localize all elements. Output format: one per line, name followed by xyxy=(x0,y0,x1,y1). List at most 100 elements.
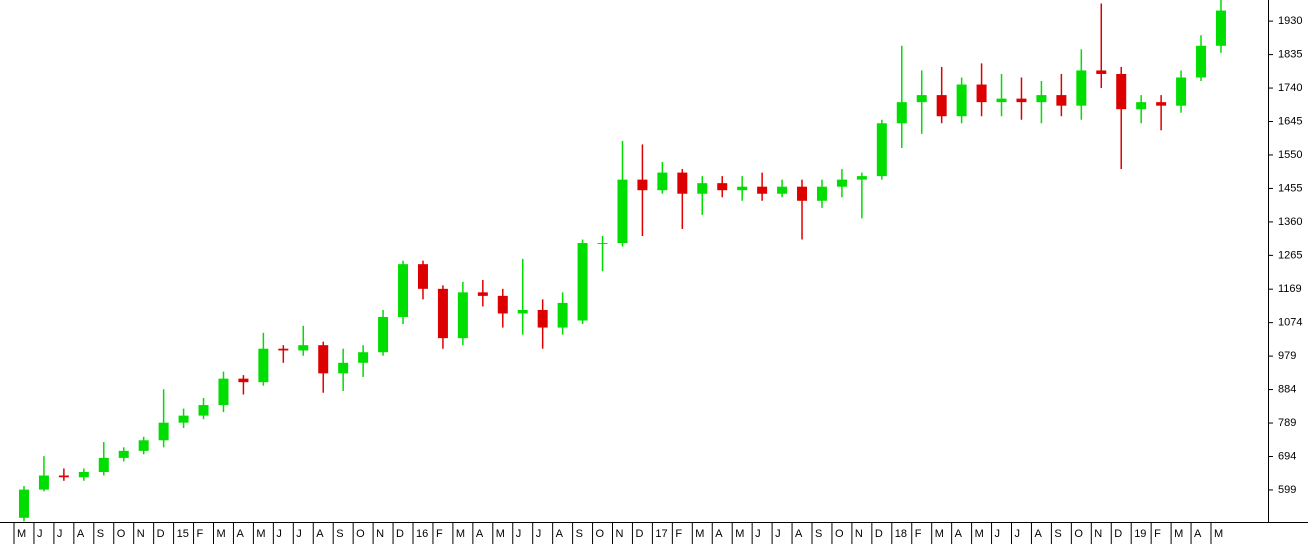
x-tick-label: O xyxy=(835,528,844,540)
candle-body xyxy=(38,475,49,490)
candle-body xyxy=(1016,98,1027,103)
x-tick-label: N xyxy=(855,528,863,540)
candle-body xyxy=(338,362,349,374)
y-tick-label: 1835 xyxy=(1278,49,1302,61)
y-tick-label: 694 xyxy=(1278,450,1296,462)
x-tick-label: J xyxy=(57,528,63,540)
y-tick-label: 789 xyxy=(1278,417,1296,429)
x-tick-label: A xyxy=(795,528,803,540)
x-tick-label: S xyxy=(336,528,343,540)
candle-body xyxy=(417,264,428,289)
x-tick-label: 18 xyxy=(895,528,907,540)
x-tick-label: A xyxy=(316,528,324,540)
x-tick-label: D xyxy=(396,528,404,540)
x-tick-label: F xyxy=(436,528,443,540)
candle-body xyxy=(1076,70,1087,106)
candle-body xyxy=(876,123,887,177)
x-tick-label: M xyxy=(695,528,704,540)
candle-body xyxy=(1176,77,1187,106)
x-tick-label: D xyxy=(1114,528,1122,540)
candle-body xyxy=(178,415,189,423)
x-tick-label: O xyxy=(117,528,126,540)
y-tick-label: 1930 xyxy=(1278,15,1302,27)
y-tick-label: 1550 xyxy=(1278,149,1302,161)
x-tick-label: M xyxy=(1214,528,1223,540)
candle-body xyxy=(457,292,468,339)
x-tick-label: F xyxy=(1154,528,1161,540)
candle-body xyxy=(737,186,748,191)
x-tick-label: J xyxy=(1015,528,1021,540)
candle-body xyxy=(657,172,668,191)
candle-body xyxy=(537,309,548,328)
candle-body xyxy=(1096,70,1107,74)
x-tick-label: 15 xyxy=(177,528,189,540)
x-tick-label: O xyxy=(596,528,605,540)
candle-body xyxy=(557,302,568,328)
candle-body xyxy=(677,172,688,194)
y-tick-label: 1265 xyxy=(1278,249,1302,261)
x-tick-label: J xyxy=(755,528,761,540)
candle-body xyxy=(378,317,389,353)
candle-body xyxy=(358,352,369,363)
x-tick-label: 19 xyxy=(1134,528,1146,540)
x-tick-label: O xyxy=(1074,528,1083,540)
candle-body xyxy=(198,405,209,416)
x-tick-label: M xyxy=(17,528,26,540)
candle-body xyxy=(238,378,249,383)
x-tick-label: A xyxy=(1194,528,1202,540)
x-tick-label: S xyxy=(815,528,822,540)
x-tick-label: 16 xyxy=(416,528,428,540)
candle-body xyxy=(218,378,229,406)
candle-body xyxy=(996,98,1007,103)
candle-body xyxy=(936,95,947,117)
candle-body xyxy=(617,179,628,244)
x-tick-label: A xyxy=(715,528,723,540)
x-tick-label: F xyxy=(197,528,204,540)
candle-body xyxy=(58,475,69,478)
x-tick-label: M xyxy=(1174,528,1183,540)
candle-body xyxy=(697,183,708,194)
candle-body xyxy=(1116,73,1127,110)
x-tick-label: M xyxy=(935,528,944,540)
x-tick-label: M xyxy=(256,528,265,540)
x-tick-label: D xyxy=(875,528,883,540)
candle-body xyxy=(258,348,269,383)
x-tick-label: A xyxy=(1034,528,1042,540)
x-tick-label: J xyxy=(516,528,522,540)
x-tick-label: F xyxy=(675,528,682,540)
x-tick-label: J xyxy=(536,528,542,540)
x-tick-label: M xyxy=(496,528,505,540)
candle-body xyxy=(398,264,409,318)
candle-body xyxy=(1196,45,1207,78)
x-tick-label: N xyxy=(616,528,624,540)
x-tick-label: J xyxy=(296,528,302,540)
y-tick-label: 1074 xyxy=(1278,317,1302,329)
candle-body xyxy=(98,457,109,472)
candle-body xyxy=(477,292,488,296)
x-tick-label: J xyxy=(995,528,1001,540)
candle-body xyxy=(836,179,847,187)
candle-body xyxy=(777,186,788,194)
candle-body xyxy=(497,295,508,314)
candle-body xyxy=(757,186,768,194)
candle-body xyxy=(896,102,907,124)
candle-body xyxy=(1136,102,1147,110)
x-tick-label: J xyxy=(276,528,282,540)
x-tick-label: M xyxy=(456,528,465,540)
x-tick-label: M xyxy=(735,528,744,540)
candle-body xyxy=(637,179,648,191)
candle-body xyxy=(916,95,927,103)
x-tick-label: F xyxy=(915,528,922,540)
candle-body xyxy=(597,243,608,245)
candle-body xyxy=(18,489,29,518)
y-tick-label: 1740 xyxy=(1278,82,1302,94)
candle-body xyxy=(797,186,808,201)
x-tick-label: J xyxy=(37,528,43,540)
x-tick-label: J xyxy=(775,528,781,540)
y-tick-label: 884 xyxy=(1278,383,1296,395)
candle-body xyxy=(158,422,169,441)
y-tick-label: 1169 xyxy=(1278,283,1302,295)
x-tick-label: O xyxy=(356,528,365,540)
y-tick-label: 1455 xyxy=(1278,182,1302,194)
